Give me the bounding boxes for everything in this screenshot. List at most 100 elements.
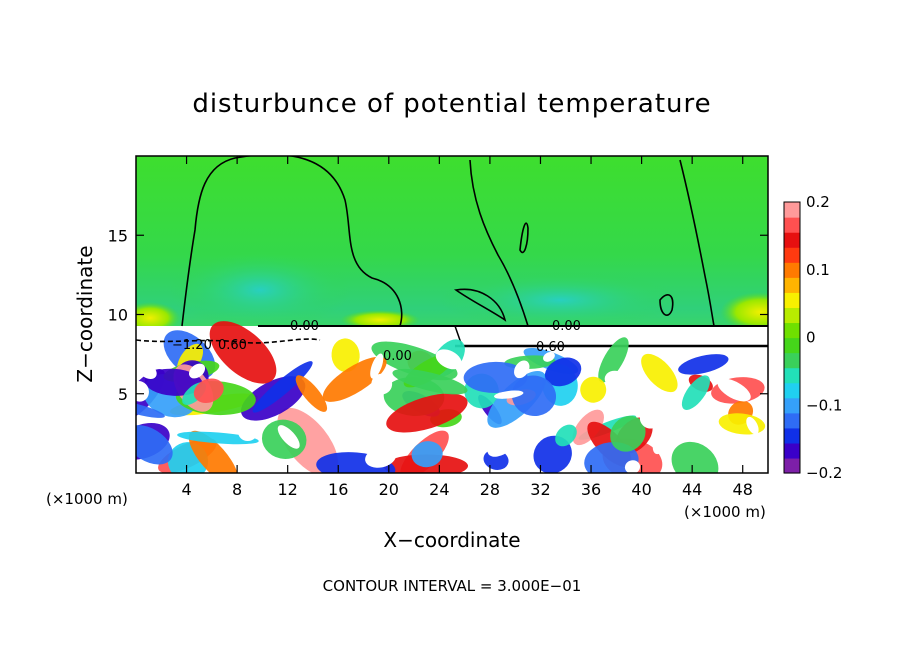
x-tick-label: 8 [232, 480, 242, 499]
turbulence-patch [144, 368, 203, 396]
colorbar-swatch [784, 232, 800, 248]
colorbar-tick-label: −0.2 [806, 464, 842, 482]
contour-lines [136, 156, 715, 344]
turbulence-patch [641, 353, 678, 393]
x-tick-label: 36 [581, 480, 601, 499]
turbulence-patch [435, 349, 462, 370]
turbulence-patch [463, 361, 528, 393]
turbulence-patch [392, 368, 468, 395]
colorbar-swatch [784, 322, 800, 339]
x-unit-right: (×1000 m) [684, 503, 766, 521]
y-tick-label: 15 [108, 226, 128, 245]
y-axis-label: Z−coordinate [73, 245, 97, 382]
colorbar-swatch [784, 412, 800, 429]
x-tick-label: 28 [480, 480, 500, 499]
turbulence-patch [188, 430, 239, 473]
turbulence-patches [136, 321, 768, 473]
turbulence-patch [511, 375, 557, 417]
turbulence-patch [136, 401, 165, 418]
colorbar-swatch [784, 457, 800, 474]
x-tick-label: 4 [181, 480, 191, 499]
turbulence-patch [209, 321, 277, 384]
turbulence-patch [543, 351, 555, 362]
x-tick-label: 20 [379, 480, 399, 499]
contour-labels: 0.00 0.00 −1.20 0.60 0.00 0.60 [172, 319, 581, 364]
turbulence-patch [277, 425, 300, 449]
x-tick-label: 32 [530, 480, 550, 499]
colorbar-swatch [784, 352, 800, 369]
colorbar [784, 202, 800, 474]
turbulence-patch [295, 375, 328, 412]
contour-label: 0.60 [536, 340, 565, 355]
turbulence-patch [671, 441, 719, 473]
colorbar-tick-label: 0 [806, 329, 816, 347]
turbulence-patch [487, 427, 521, 457]
turbulence-patch [610, 415, 646, 452]
colorbar-swatch [784, 397, 800, 414]
colorbar-swatch [784, 382, 800, 399]
contour-label: 0.60 [218, 338, 247, 353]
turbulence-patch [189, 363, 206, 379]
turbulence-patch [252, 361, 313, 413]
colorbar-swatch [784, 307, 800, 324]
turbulence-patch [624, 460, 641, 473]
colorbar-swatch [784, 367, 800, 384]
turbulence-patch [411, 441, 443, 468]
x-unit-left: (×1000 m) [46, 490, 128, 508]
turbulence-patch [238, 422, 259, 441]
y-axis: 5 10 15 [108, 226, 768, 404]
colorbar-swatch [784, 292, 800, 308]
y-tick-label: 5 [118, 385, 128, 404]
yellow-region [136, 302, 180, 334]
turbulence-patch [177, 431, 259, 445]
yellow-region [720, 292, 768, 332]
turbulence-patch [681, 375, 710, 410]
turbulence-patch [136, 381, 149, 402]
chart-title: disturbunce of potential temperature [192, 89, 711, 119]
cyan-region [440, 272, 680, 328]
turbulence-patch [493, 390, 524, 399]
colorbar-swatch [784, 217, 800, 233]
turbulence-patch [746, 416, 759, 435]
turbulence-patch [193, 378, 224, 403]
turbulence-patch [331, 338, 360, 373]
turbulence-patch [727, 435, 762, 456]
x-tick-label: 40 [631, 480, 651, 499]
x-axis: 4 8 12 16 20 24 28 32 36 40 44 48 [181, 156, 753, 499]
colorbar-swatch [784, 202, 800, 218]
contour-interval-note: CONTOUR INTERVAL = 3.000E−01 [323, 577, 582, 595]
turbulence-patch [678, 354, 729, 375]
y-tick-label: 10 [108, 306, 128, 325]
turbulence-patch [717, 378, 751, 402]
turbulence-patch [370, 353, 384, 379]
colorbar-swatch [784, 277, 800, 293]
x-tick-label: 16 [328, 480, 348, 499]
turbulence-patch [371, 373, 393, 395]
turbulence-patch [758, 352, 768, 363]
plot-area [136, 156, 768, 473]
turbulence-patch [514, 360, 530, 379]
turbulence-patch [555, 424, 577, 447]
colorbar-swatch [784, 262, 800, 278]
x-tick-label: 24 [429, 480, 449, 499]
x-tick-label: 12 [278, 480, 298, 499]
turbulence-patch [544, 357, 582, 387]
turbulence-patch [137, 362, 157, 379]
colorbar-ticks: 0.2 0.1 0 −0.1 −0.2 [806, 193, 842, 482]
colorbar-swatch [784, 247, 800, 263]
contour-label: 0.00 [290, 319, 319, 334]
turbulence-patch [322, 356, 387, 402]
colorbar-tick-label: 0.1 [806, 261, 830, 279]
turbulence-patch [370, 435, 388, 454]
colorbar-tick-label: −0.1 [806, 396, 842, 414]
x-axis-label: X−coordinate [383, 528, 520, 552]
colorbar-swatch [784, 442, 800, 459]
cyan-region [170, 250, 350, 330]
turbulence-patch [580, 376, 607, 403]
contour-label: −1.20 [172, 338, 212, 353]
turbulence-patch [386, 393, 468, 433]
contour-label: 0.00 [383, 349, 412, 364]
contour-label: 0.00 [552, 319, 581, 334]
x-tick-label: 44 [682, 480, 702, 499]
turbulence-patch [598, 337, 629, 383]
